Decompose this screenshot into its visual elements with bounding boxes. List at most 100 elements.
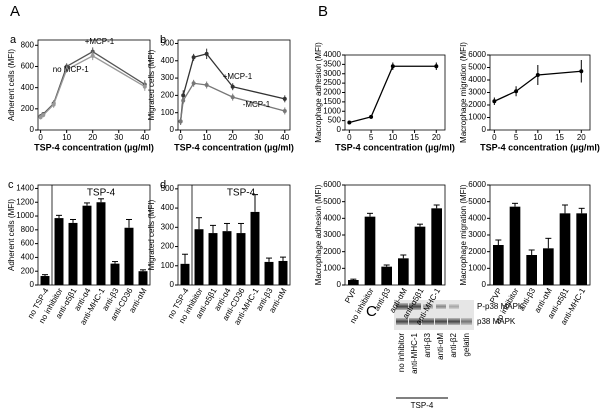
blot-lane-label: anti-MHC-1 [410, 332, 419, 373]
x-tick-label: 10 [202, 133, 211, 142]
chart: b 0 100 200 300 400 500 Migrated cells (MFI) 0 10… [147, 34, 294, 152]
chart: 05001000150020002500300035004000Macropha… [314, 42, 455, 152]
x-tick-label: 0 [492, 133, 497, 142]
y-tick-label: 500 [328, 116, 342, 125]
y-tick-label: 6000 [468, 180, 486, 189]
blot-lane-label: anti-β2 [449, 332, 458, 357]
y-tick-label: 400 [21, 83, 35, 92]
y-tick-label: 2000 [468, 247, 486, 256]
y-axis-title: Macrophage adhesion (MFI) [314, 184, 323, 285]
y-tick-label: 0 [482, 125, 487, 134]
line [349, 65, 437, 124]
western-blot: P-p38 MAPK p38 MAPK TSP-4 [394, 300, 524, 410]
blot-lane-label: anti-β3 [423, 332, 432, 357]
chart: a 0 200 400 600 800 Adherent cells (MFI) 0 10 20 3… [7, 34, 154, 152]
series-label: -MCP-1 [243, 100, 271, 109]
y-axis-title: Adherent cells (MFI) [7, 199, 16, 271]
bar [278, 260, 288, 285]
point [64, 67, 69, 72]
line [179, 82, 285, 122]
bar [110, 263, 120, 285]
y-tick-label: 0 [482, 280, 487, 289]
y-axis-title: Adherent cells (MFI) [7, 49, 16, 121]
y-tick-label: 800 [21, 225, 35, 234]
bar [96, 202, 106, 285]
panel-label: a [10, 34, 17, 46]
series-label: +MCP-1 [223, 72, 253, 81]
y-tick-label: 3000 [323, 230, 341, 239]
panel-label: B [318, 3, 328, 20]
y-tick-label: 1200 [16, 197, 34, 206]
y-tick-label: 6000 [323, 180, 341, 189]
bar [250, 211, 260, 285]
blot-band [449, 304, 459, 309]
point [230, 95, 235, 100]
y-tick-label: 400 [161, 56, 175, 65]
y-tick-label: 100 [161, 108, 175, 117]
x-tick-label: PVP [343, 287, 359, 305]
blot-band [436, 304, 446, 309]
bar [54, 218, 64, 285]
point [282, 108, 287, 113]
x-tick-label: 10 [533, 133, 542, 142]
x-tick-label: 10 [62, 133, 71, 142]
blot-lane-label: anti-αM [436, 333, 445, 360]
y-tick-label: 100 [161, 261, 175, 270]
y-tick-label: 500 [161, 184, 175, 193]
annotation: TSP-4 [87, 188, 116, 199]
bar [493, 245, 504, 285]
y-tick-label: 4000 [468, 75, 486, 84]
point [181, 98, 186, 103]
blot-band [423, 304, 433, 309]
y-axis-title: Migrated cells (MFI) [147, 199, 156, 270]
bar [82, 205, 92, 285]
y-tick-label: 0 [337, 125, 342, 134]
blot-row-label: p38 MAPK [477, 317, 516, 326]
bar [124, 227, 134, 285]
y-tick-label: 2500 [323, 78, 341, 87]
series-label: +MCP-1 [85, 37, 115, 46]
x-tick-label: 0 [347, 133, 352, 142]
x-axis-title: TSP-4 concentration (µg/ml) [335, 142, 455, 152]
bar [431, 208, 442, 285]
y-tick-label: 300 [161, 222, 175, 231]
bar [222, 231, 232, 285]
y-tick-label: 6000 [468, 50, 486, 59]
point [492, 99, 497, 104]
bar [398, 258, 409, 285]
bar [68, 222, 78, 285]
y-tick-label: 200 [21, 266, 35, 275]
y-tick-label: 2000 [323, 247, 341, 256]
bar [348, 280, 359, 285]
y-tick-label: 500 [161, 39, 175, 48]
y-tick-label: 1000 [323, 106, 341, 115]
bar [264, 261, 274, 285]
plot-frame [489, 184, 591, 286]
x-tick-label: 30 [114, 133, 123, 142]
panel-label: A [10, 3, 20, 20]
point [178, 119, 183, 124]
y-tick-label: 600 [21, 62, 35, 71]
plot-frame [37, 184, 151, 286]
x-tick-label: 15 [555, 133, 564, 142]
point [181, 93, 186, 98]
x-axis-title: TSP-4 concentration (µg/ml) [34, 142, 154, 152]
bar [40, 276, 50, 285]
blot-band [396, 318, 408, 325]
y-tick-label: 2000 [323, 88, 341, 97]
y-tick-label: 5000 [468, 63, 486, 72]
x-tick-label: 30 [254, 133, 263, 142]
point [204, 51, 209, 56]
y-tick-label: 4000 [468, 213, 486, 222]
y-tick-label: 800 [21, 40, 35, 49]
y-tick-label: 200 [161, 90, 175, 99]
bar [194, 229, 204, 285]
blot-band [461, 318, 472, 325]
y-tick-label: 0 [170, 125, 175, 134]
x-tick-label: 0 [38, 133, 43, 142]
x-tick-label: 20 [432, 133, 441, 142]
